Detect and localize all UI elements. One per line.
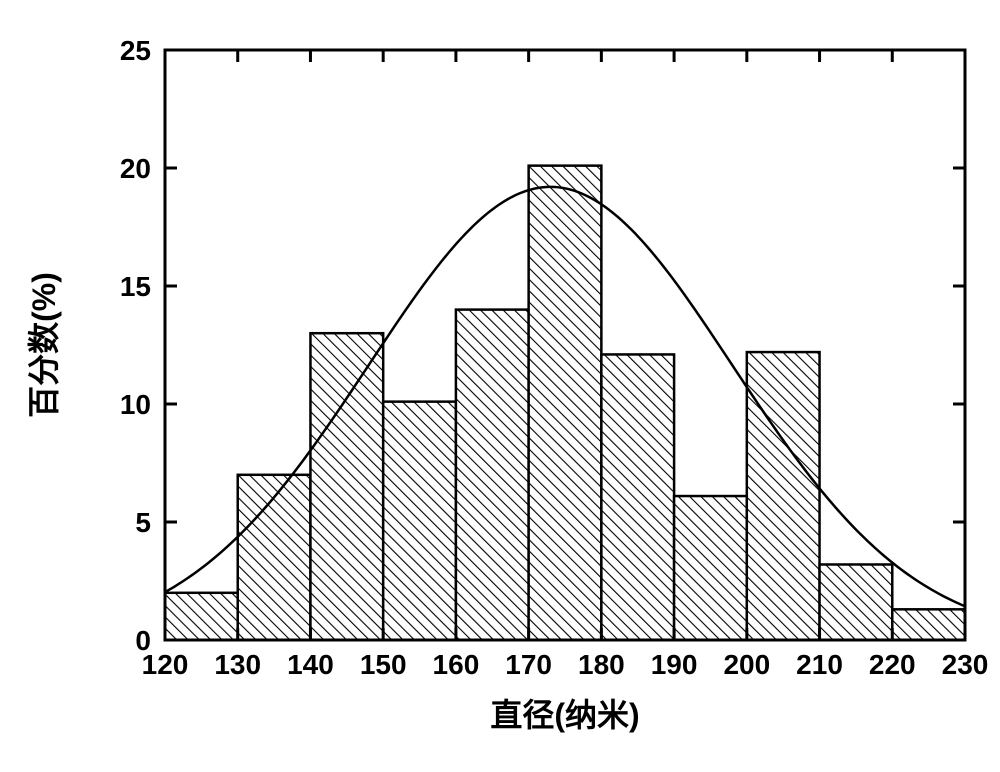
x-axis-label: 直径(纳米) <box>490 697 639 733</box>
xtick-label: 200 <box>723 649 770 680</box>
bar-190-200 <box>674 496 747 640</box>
xtick-label: 180 <box>578 649 625 680</box>
xtick-label: 160 <box>433 649 480 680</box>
bar-210-220 <box>820 564 893 640</box>
xtick-label: 220 <box>869 649 916 680</box>
ytick-label: 20 <box>120 153 151 184</box>
bar-140-150 <box>310 333 383 640</box>
bar-160-170 <box>456 310 529 640</box>
bar-120-130 <box>165 593 238 640</box>
ytick-label: 25 <box>120 35 151 66</box>
ytick-label: 15 <box>120 271 151 302</box>
xtick-label: 210 <box>796 649 843 680</box>
xtick-label: 190 <box>651 649 698 680</box>
bar-170-180 <box>529 166 602 640</box>
bar-130-140 <box>238 475 311 640</box>
ytick-label: 10 <box>120 389 151 420</box>
ytick-label: 5 <box>135 507 151 538</box>
bar-200-210 <box>747 352 820 640</box>
ytick-label: 0 <box>135 625 151 656</box>
bar-180-190 <box>601 354 674 640</box>
y-axis-label: 百分数(%) <box>26 272 62 418</box>
xtick-label: 150 <box>360 649 407 680</box>
xtick-label: 170 <box>505 649 552 680</box>
histogram-chart: 1201301401501601701801902002102202300510… <box>0 0 1000 772</box>
bar-220-230 <box>892 609 965 640</box>
xtick-label: 230 <box>942 649 989 680</box>
xtick-label: 140 <box>287 649 334 680</box>
xtick-label: 130 <box>214 649 261 680</box>
bar-150-160 <box>383 402 456 640</box>
chart-svg: 1201301401501601701801902002102202300510… <box>0 0 1000 772</box>
